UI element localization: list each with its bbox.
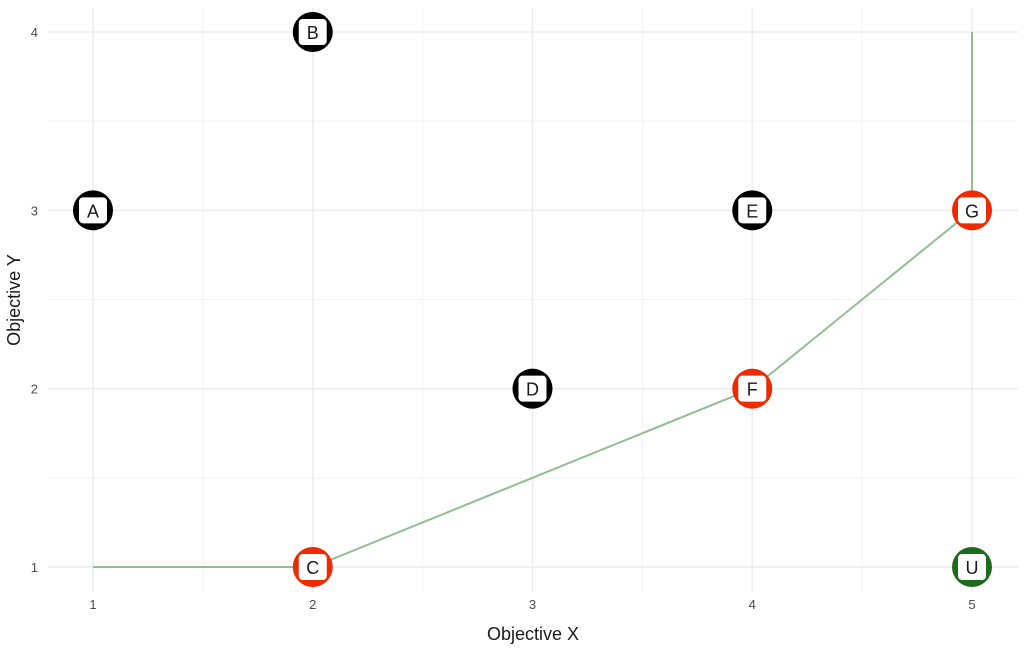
x-tick-label: 1 <box>89 597 96 612</box>
point-label: F <box>747 380 758 400</box>
point-label-box <box>958 554 986 580</box>
point-label-box <box>79 197 107 224</box>
data-point-f: F <box>732 368 773 409</box>
point-label-box <box>738 197 767 224</box>
point-label: B <box>307 23 319 43</box>
data-points: A B C D E F G U <box>73 12 992 587</box>
point-label-box <box>958 197 986 224</box>
data-point-e: E <box>732 190 773 231</box>
y-tick-label: 1 <box>31 560 38 575</box>
x-tick-label: 3 <box>529 597 536 612</box>
x-tick-label: 2 <box>309 597 316 612</box>
y-tick-label: 4 <box>31 25 38 40</box>
y-axis-title: Objective Y <box>4 254 24 346</box>
data-point-u: U <box>952 547 992 587</box>
front-line <box>93 32 973 568</box>
axis-ticks: 1 2 3 4 5 1 2 3 4 <box>31 25 976 612</box>
y-tick-label: 2 <box>31 382 38 397</box>
point-label: C <box>306 558 319 578</box>
point-label: E <box>746 201 758 221</box>
y-tick-label: 3 <box>31 203 38 218</box>
data-point-d: D <box>512 368 553 409</box>
x-tick-label: 4 <box>749 597 756 612</box>
data-point-b: B <box>292 12 333 52</box>
point-label-box <box>738 375 767 402</box>
data-point-a: A <box>73 190 113 231</box>
point-label-box <box>298 19 327 45</box>
point-label: D <box>526 380 539 400</box>
x-tick-label: 5 <box>968 597 975 612</box>
point-label: A <box>87 201 99 221</box>
point-label: G <box>965 201 979 221</box>
grid <box>48 8 1018 592</box>
x-axis-title: Objective X <box>487 624 579 644</box>
point-label-box <box>298 554 327 580</box>
point-label-box <box>518 375 547 402</box>
data-point-c: C <box>292 547 333 587</box>
point-label: U <box>966 558 979 578</box>
front-line-layer <box>93 32 973 568</box>
data-point-g: G <box>952 190 992 231</box>
